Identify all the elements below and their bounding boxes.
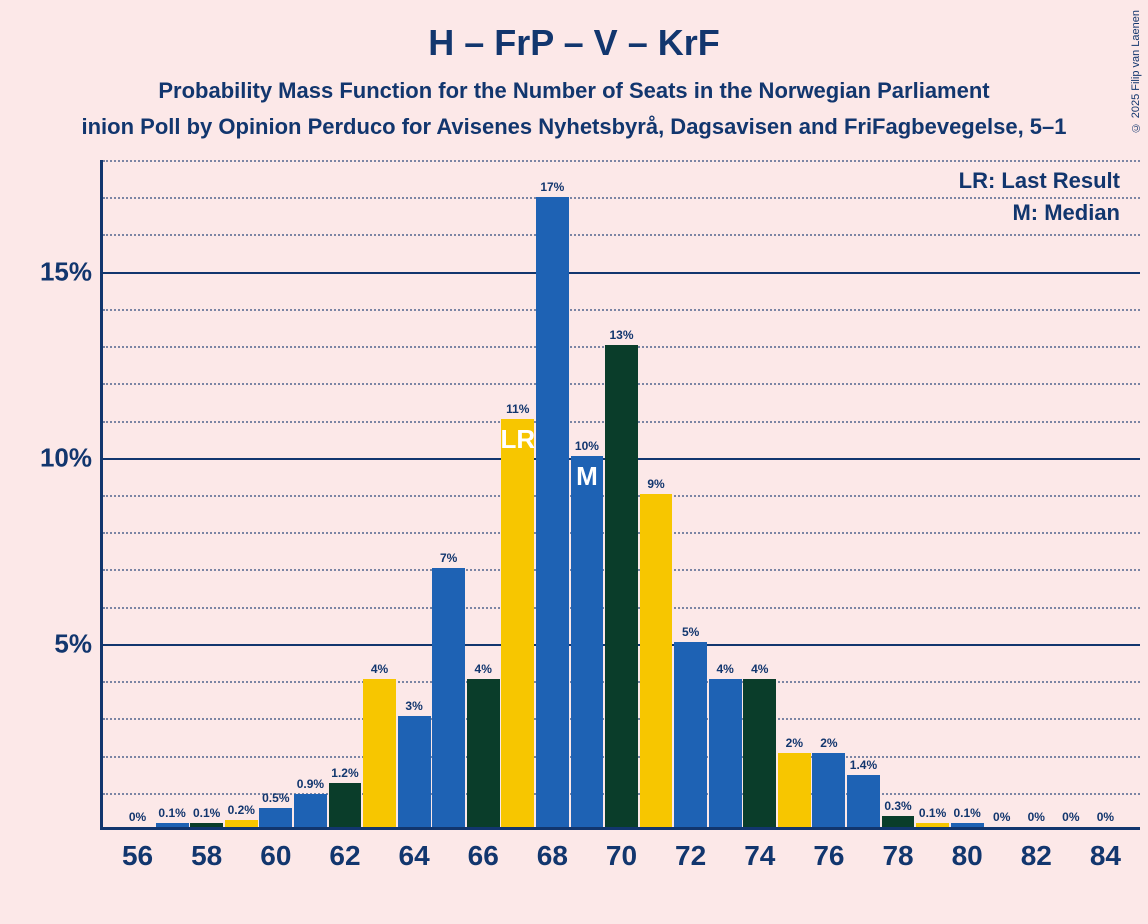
bar xyxy=(225,820,258,827)
bar xyxy=(398,716,431,827)
x-axis xyxy=(100,827,1140,830)
bar-value-label: 4% xyxy=(371,662,388,676)
bar-value-label: 0.1% xyxy=(193,806,220,820)
bar xyxy=(156,823,189,827)
bar-value-label: 0.1% xyxy=(919,806,946,820)
bars-container: 0% 0.1% 0.1% 0.2% 0.5% 0.9% 1.2% 4% 3% 7% 4% 11% LR 1… xyxy=(103,160,1140,827)
bar-value-label: 0.3% xyxy=(884,799,911,813)
bar-value-label: 3% xyxy=(405,699,422,713)
x-axis-label: 78 xyxy=(882,840,913,872)
bar-value-label: 0.1% xyxy=(158,806,185,820)
bar xyxy=(259,808,292,827)
bar xyxy=(709,679,742,827)
bar xyxy=(674,642,707,827)
chart-subtitle-1: Probability Mass Function for the Number… xyxy=(0,78,1148,104)
bar-value-label: 4% xyxy=(475,662,492,676)
bar-value-label: 0.5% xyxy=(262,791,289,805)
bar xyxy=(571,456,604,827)
bar-value-label: 4% xyxy=(717,662,734,676)
bar-value-label: 2% xyxy=(820,736,837,750)
bar xyxy=(501,419,534,827)
x-axis-label: 80 xyxy=(952,840,983,872)
bar-annotation: M xyxy=(576,461,598,492)
bar-value-label: 0% xyxy=(1062,810,1079,824)
bar xyxy=(882,816,915,827)
bar xyxy=(640,494,673,828)
bar-value-label: 13% xyxy=(609,328,633,342)
chart-subtitle-2: inion Poll by Opinion Perduco for Avisen… xyxy=(0,114,1148,140)
x-axis-labels: 56 58 60 62 64 66 68 70 72 74 76 78 80 82 84 xyxy=(103,840,1143,880)
x-axis-label: 84 xyxy=(1090,840,1121,872)
copyright-text: © 2025 Filip van Laenen xyxy=(1130,10,1142,133)
bar xyxy=(916,823,949,827)
x-axis-label: 60 xyxy=(260,840,291,872)
bar-value-label: 4% xyxy=(751,662,768,676)
y-axis-label: 10% xyxy=(28,442,92,473)
x-axis-label: 68 xyxy=(537,840,568,872)
bar xyxy=(329,783,362,827)
x-axis-label: 76 xyxy=(813,840,844,872)
bar-value-label: 17% xyxy=(540,180,564,194)
bar-value-label: 11% xyxy=(506,402,529,416)
bar-value-label: 1.2% xyxy=(331,766,358,780)
bar-value-label: 7% xyxy=(440,551,457,565)
bar-value-label: 0% xyxy=(993,810,1010,824)
x-axis-label: 70 xyxy=(606,840,637,872)
bar xyxy=(467,679,500,827)
bar-value-label: 1.4% xyxy=(850,758,877,772)
bar xyxy=(743,679,776,827)
bar-value-label: 10% xyxy=(575,439,599,453)
bar-value-label: 0% xyxy=(1097,810,1114,824)
x-axis-label: 66 xyxy=(468,840,499,872)
y-axis-label: 5% xyxy=(28,628,92,659)
bar-value-label: 0.2% xyxy=(228,803,255,817)
bar-value-label: 9% xyxy=(647,477,664,491)
bar xyxy=(363,679,396,827)
chart-title: H – FrP – V – KrF xyxy=(0,0,1148,64)
x-axis-label: 62 xyxy=(329,840,360,872)
bar xyxy=(190,823,223,827)
y-axis-label: 15% xyxy=(28,256,92,287)
bar xyxy=(778,753,811,827)
x-axis-label: 58 xyxy=(191,840,222,872)
bar-value-label: 2% xyxy=(786,736,803,750)
bar xyxy=(951,823,984,827)
bar-value-label: 0.1% xyxy=(953,806,980,820)
bar-annotation: LR xyxy=(500,424,535,455)
bar xyxy=(536,197,569,827)
bar xyxy=(605,345,638,827)
bar-value-label: 0% xyxy=(129,810,146,824)
bar-value-label: 0% xyxy=(1028,810,1045,824)
bar xyxy=(812,753,845,827)
x-axis-label: 72 xyxy=(675,840,706,872)
x-axis-label: 82 xyxy=(1021,840,1052,872)
x-axis-label: 56 xyxy=(122,840,153,872)
bar-value-label: 5% xyxy=(682,625,699,639)
bar xyxy=(432,568,465,827)
bar xyxy=(294,794,327,827)
x-axis-label: 74 xyxy=(744,840,775,872)
bar-value-label: 0.9% xyxy=(297,777,324,791)
chart-plot-area: LR: Last Result M: Median 5%10%15% 0%0.1… xyxy=(100,160,1140,830)
x-axis-label: 64 xyxy=(399,840,430,872)
bar xyxy=(847,775,880,827)
